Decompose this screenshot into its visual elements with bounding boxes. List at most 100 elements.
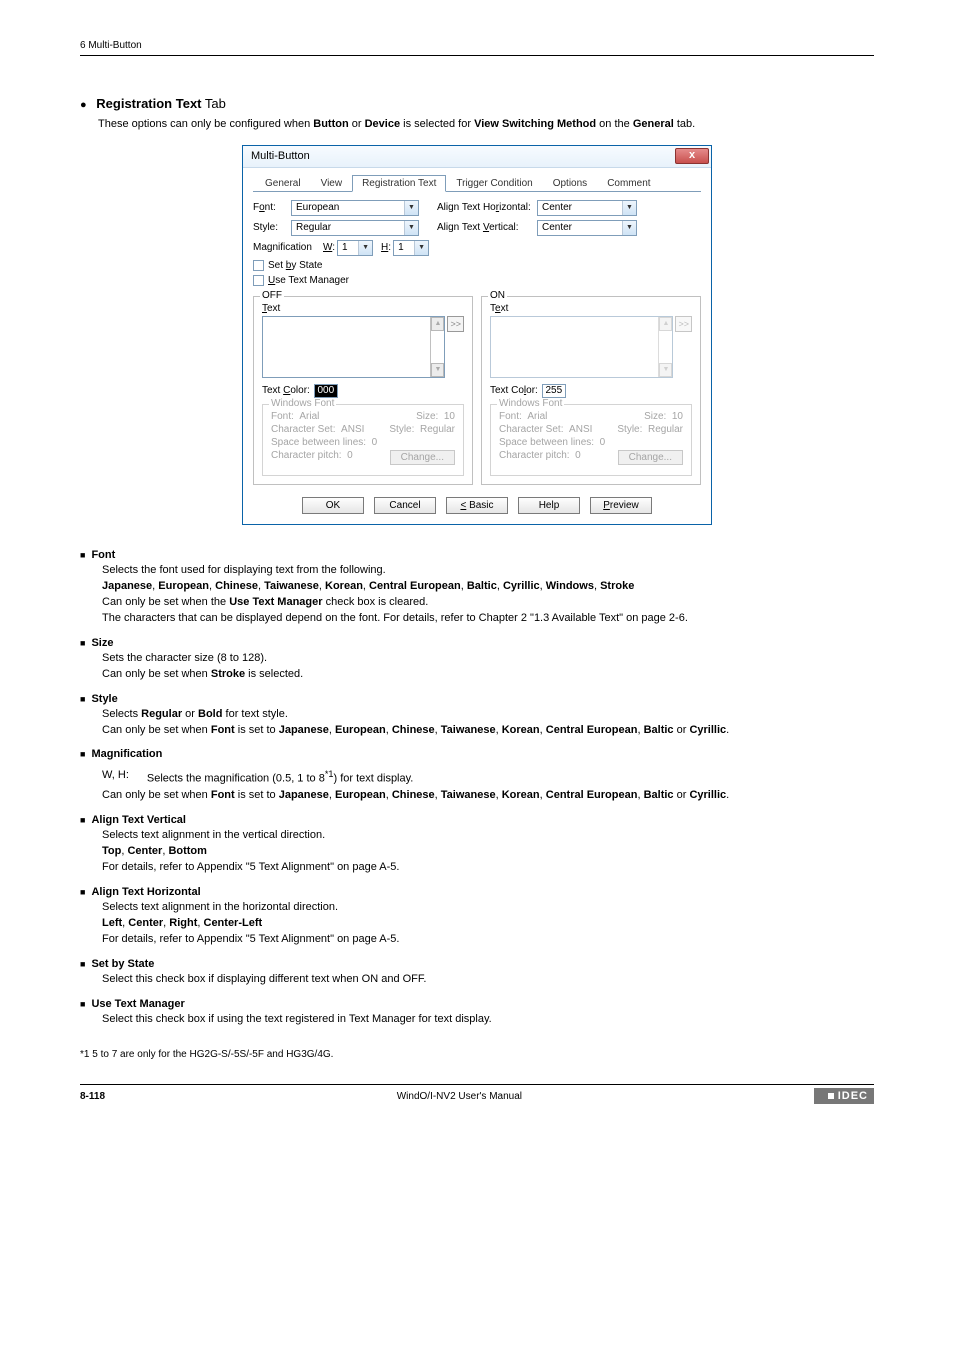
close-button[interactable]: x (675, 148, 709, 164)
header-rule (80, 55, 874, 56)
mag-w-combo[interactable]: 1 ▼ (337, 240, 373, 256)
section-desc: These options can only be configured whe… (98, 117, 874, 133)
chevron-down-icon: ▼ (404, 221, 418, 235)
tab-view[interactable]: View (311, 175, 353, 192)
on-windows-font: Windows Font Font: ArialSize: 10 Charact… (490, 404, 692, 476)
off-text-input[interactable]: ▲ ▼ (262, 316, 445, 378)
page-header: 6 Multi-Button (80, 40, 874, 51)
page-footer: 8-118 WindO/I-NV2 User's Manual IDEC (80, 1088, 874, 1104)
tab-comment[interactable]: Comment (597, 175, 660, 192)
on-legend: ON (488, 290, 507, 301)
preview-button[interactable]: Preview (590, 497, 652, 514)
dialog-title: Multi-Button (251, 150, 310, 162)
set-by-state-label: Set by State (268, 260, 323, 271)
item-style-head: Style (80, 693, 874, 705)
help-button[interactable]: Help (518, 497, 580, 514)
mag-wh-label: W, H: (102, 768, 129, 788)
footer-rule (80, 1084, 874, 1085)
font-combo-value: European (292, 202, 404, 213)
font-combo[interactable]: European ▼ (291, 200, 419, 216)
cancel-button[interactable]: Cancel (374, 497, 436, 514)
dialog-multibutton: Multi-Button x General View Registration… (242, 145, 712, 525)
footer-center: WindO/I-NV2 User's Manual (397, 1091, 522, 1102)
align-vert-combo[interactable]: Center ▼ (537, 220, 637, 236)
chevron-down-icon: ▼ (414, 241, 428, 255)
item-font-body: Selects the font used for displaying tex… (102, 563, 874, 627)
tab-general[interactable]: General (255, 175, 311, 192)
tab-registration-text[interactable]: Registration Text (352, 175, 446, 192)
arrow-up-icon: ▲ (431, 317, 444, 331)
item-ath-body: Selects text alignment in the horizontal… (102, 900, 874, 948)
item-sbs-body: Select this check box if displaying diff… (102, 972, 874, 988)
chevron-down-icon: ▼ (404, 201, 418, 215)
off-legend: OFF (260, 290, 284, 301)
item-utm-body: Select this check box if using the text … (102, 1012, 874, 1028)
off-windows-font: Windows Font Font: ArialSize: 10 Charact… (262, 404, 464, 476)
on-text-input: ▲ ▼ (490, 316, 673, 378)
section-title-bold: Registration Text (96, 96, 201, 111)
magnification-label: Magnification (253, 242, 323, 253)
on-panel: ON Text ▲ ▼ >> Text Color: (481, 296, 701, 485)
chevron-down-icon: ▼ (622, 221, 636, 235)
off-text-label: Text (262, 303, 464, 314)
change-button: Change... (618, 450, 683, 465)
scrollbar[interactable]: ▲ ▼ (430, 317, 444, 377)
off-text-color-label: Text Color: (262, 385, 310, 396)
style-combo-value: Regular (292, 222, 404, 233)
item-sbs-head: Set by State (80, 958, 874, 970)
mag-h-combo[interactable]: 1 ▼ (393, 240, 429, 256)
item-ath-head: Align Text Horizontal (80, 886, 874, 898)
titlebar: Multi-Button x (243, 146, 711, 168)
align-horiz-label: Align Text Horizontal: (437, 202, 537, 213)
chevron-down-icon: ▼ (622, 201, 636, 215)
font-label: Font: (253, 202, 291, 213)
windows-font-legend: Windows Font (497, 398, 564, 409)
arrow-down-icon: ▼ (431, 363, 444, 377)
tab-options[interactable]: Options (543, 175, 597, 192)
tabs: General View Registration Text Trigger C… (253, 174, 701, 192)
chevron-down-icon: ▼ (358, 241, 372, 255)
scrollbar: ▲ ▼ (658, 317, 672, 377)
mag-h-label: H: (381, 242, 391, 253)
basic-button[interactable]: < Basic (446, 497, 508, 514)
windows-font-legend: Windows Font (269, 398, 336, 409)
on-text-label: Text (490, 303, 692, 314)
use-text-manager-label: Use Text Manager (268, 275, 349, 286)
item-size-body: Sets the character size (8 to 128). Can … (102, 651, 874, 683)
expand-button: >> (675, 316, 692, 332)
arrow-down-icon: ▼ (659, 363, 672, 377)
set-by-state-checkbox[interactable] (253, 260, 264, 271)
expand-button[interactable]: >> (447, 316, 464, 332)
section-title-rest: Tab (202, 96, 226, 111)
style-combo[interactable]: Regular ▼ (291, 220, 419, 236)
off-color-swatch[interactable]: 000 (314, 384, 338, 398)
mag-h-value: 1 (394, 242, 414, 253)
change-button: Change... (390, 450, 455, 465)
on-color-swatch[interactable]: 255 (542, 384, 566, 398)
item-atv-body: Selects text alignment in the vertical d… (102, 828, 874, 876)
tab-trigger-condition[interactable]: Trigger Condition (446, 175, 542, 192)
ok-button[interactable]: OK (302, 497, 364, 514)
item-style-body: Selects Regular or Bold for text style. … (102, 707, 874, 739)
mag-w-value: 1 (338, 242, 358, 253)
style-label: Style: (253, 222, 291, 233)
footer-page: 8-118 (80, 1091, 105, 1102)
item-utm-head: Use Text Manager (80, 998, 874, 1010)
item-font-head: Font (80, 549, 874, 561)
align-vert-value: Center (538, 222, 622, 233)
mag-w-label: W: (323, 242, 335, 253)
item-atv-head: Align Text Vertical (80, 814, 874, 826)
align-horiz-value: Center (538, 202, 622, 213)
item-size-head: Size (80, 637, 874, 649)
align-vert-label: Align Text Vertical: (437, 222, 537, 233)
item-mag-head: Magnification (80, 748, 874, 760)
section-title: Registration Text Tab (80, 96, 874, 111)
footer-brand: IDEC (814, 1088, 874, 1104)
footnote: *1 5 to 7 are only for the HG2G-S/-5S/-5… (80, 1049, 874, 1060)
item-mag-body: W, H: Selects the magnification (0.5, 1 … (102, 768, 874, 804)
arrow-up-icon: ▲ (659, 317, 672, 331)
use-text-manager-checkbox[interactable] (253, 275, 264, 286)
off-panel: OFF Text ▲ ▼ >> Text Color: (253, 296, 473, 485)
align-horiz-combo[interactable]: Center ▼ (537, 200, 637, 216)
on-text-color-label: Text Color: (490, 385, 538, 396)
